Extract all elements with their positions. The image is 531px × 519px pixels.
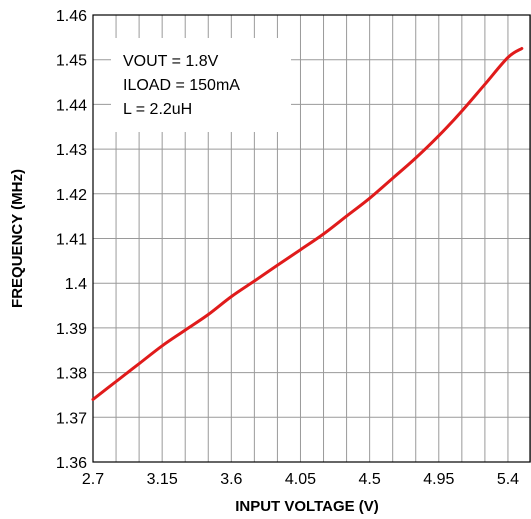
annotation-box (111, 38, 291, 132)
x-tick-label: 3.6 (220, 471, 242, 488)
annotation-line: VOUT = 1.8V (123, 53, 219, 70)
y-tick-label: 1.45 (56, 53, 87, 70)
y-tick-label: 1.46 (56, 8, 87, 25)
x-tick-label: 3.15 (147, 471, 178, 488)
annotations: VOUT = 1.8V ILOAD = 150mA L = 2.2uH (123, 53, 240, 118)
y-tick-label: 1.4 (65, 276, 87, 293)
x-tick-label: 5.4 (497, 471, 519, 488)
x-axis-label: INPUT VOLTAGE (V) (235, 498, 379, 515)
x-tick-label: 4.95 (423, 471, 454, 488)
x-tick-label: 4.05 (285, 471, 316, 488)
y-tick-label: 1.39 (56, 321, 87, 338)
annotation-line: ILOAD = 150mA (123, 77, 240, 94)
y-tick-label: 1.38 (56, 366, 87, 383)
y-tick-label: 1.41 (56, 232, 87, 249)
x-tick-label: 2.7 (82, 471, 104, 488)
y-tick-label: 1.42 (56, 187, 87, 204)
plot-frame (92, 14, 531, 463)
series-line (91, 47, 524, 401)
y-tick-labels: 1.36 1.37 1.38 1.39 1.4 1.41 1.42 1.43 1.44 1.45 1… (56, 8, 87, 472)
y-tick-label: 1.36 (56, 455, 87, 472)
x-tick-labels: 2.7 3.15 3.6 4.05 4.5 4.95 5.4 (82, 471, 519, 488)
y-tick-label: 1.44 (56, 97, 87, 114)
y-axis-label: FREQUENCY (MHz) (9, 169, 26, 308)
x-tick-label: 4.5 (359, 471, 381, 488)
annotation-line: L = 2.2uH (123, 101, 192, 118)
y-tick-label: 1.37 (56, 410, 87, 427)
y-tick-label: 1.43 (56, 142, 87, 159)
